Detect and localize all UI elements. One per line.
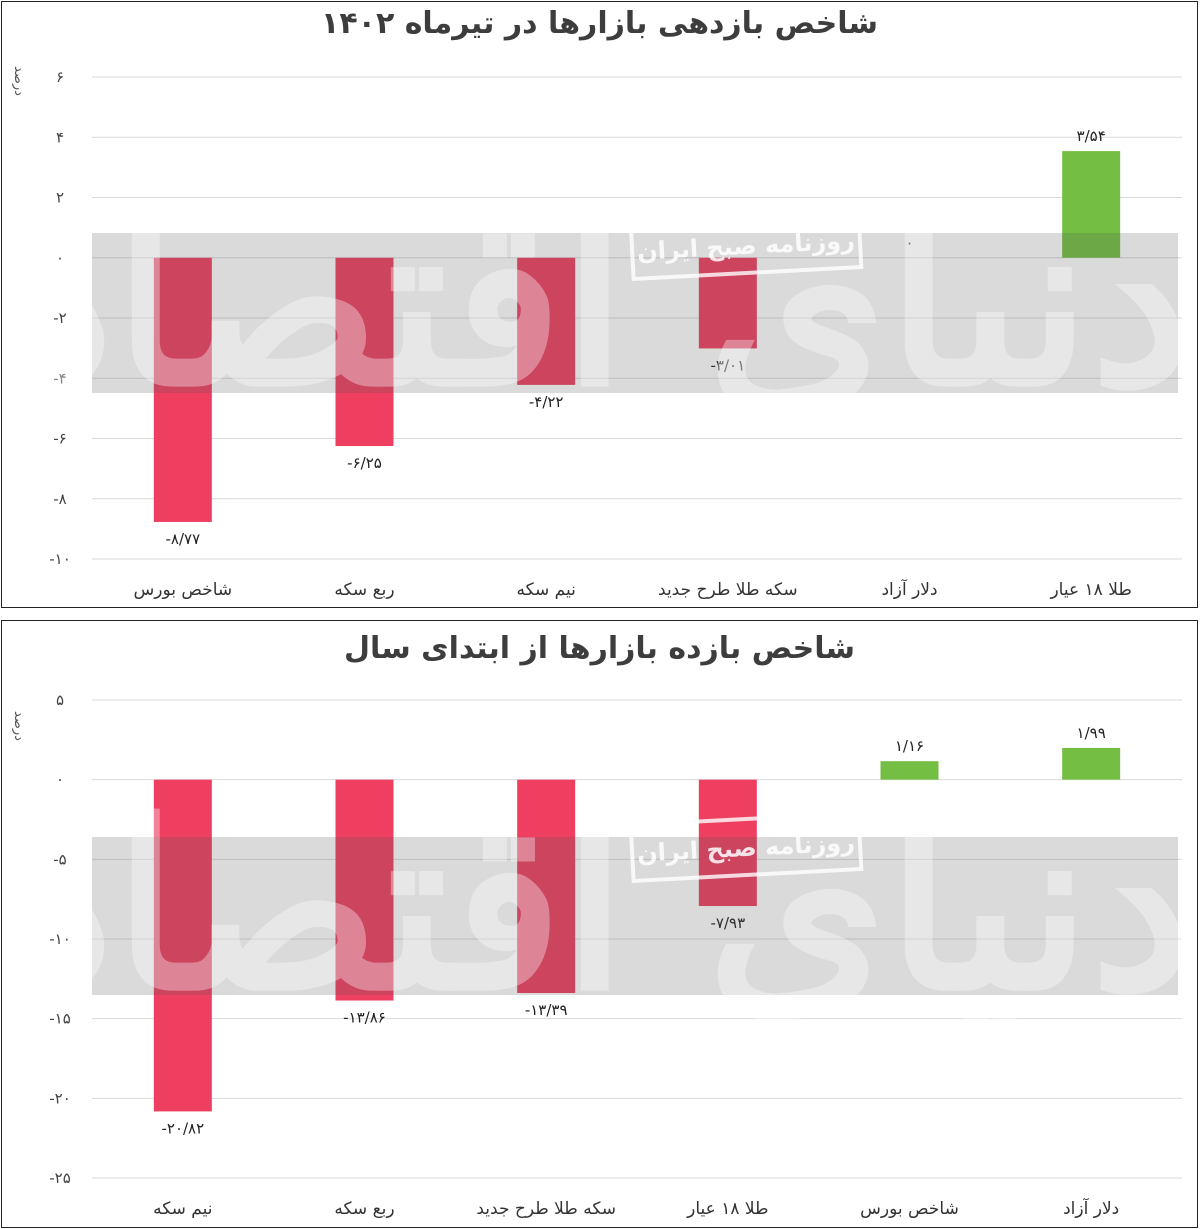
data-label: -۳/۰۱ <box>711 356 746 374</box>
category-label: دلار آزاد <box>881 578 937 600</box>
y-tick-label: ۰ <box>56 249 64 267</box>
y-tick-label: ۴ <box>56 128 64 146</box>
watermark-logo: دنیای اقتصاد <box>11 772 1192 1042</box>
chart-title: شاخص بازده بازارها از ابتدای سال <box>343 631 856 666</box>
y-tick-label: -۶ <box>53 430 66 448</box>
category-label: طلا ۱۸ عیار <box>686 1199 768 1219</box>
category-label: سکه طلا طرح جدید <box>658 580 798 600</box>
bar <box>1062 151 1121 258</box>
y-tick-label: ۵ <box>56 691 64 709</box>
y-tick-label: -۲۵ <box>49 1169 71 1187</box>
y-tick-label: -۸ <box>53 490 66 508</box>
y-tick-label: -۱۰ <box>49 930 71 948</box>
y-tick-label: ۶ <box>56 68 64 86</box>
category-label: دلار آزاد <box>1063 1197 1119 1219</box>
category-label: طلا ۱۸ عیار <box>1049 580 1131 600</box>
data-label: ۳/۵۴ <box>1077 127 1106 145</box>
data-label: -۶/۲۵ <box>347 454 382 472</box>
category-label: نیم سکه <box>153 1199 212 1219</box>
data-label: -۱۳/۸۶ <box>343 1009 386 1027</box>
category-label: ربع سکه <box>334 1199 394 1219</box>
y-tick-label: -۱۰ <box>49 550 71 568</box>
watermark-logo: دنیای اقتصاد <box>11 168 1192 438</box>
data-label: -۸/۷۷ <box>166 530 201 548</box>
chart-plot-ytd: ۵ ۰ -۵ -۱۰ -۱۵ -۲۰ -۲۵ -۲۰/۸۲ نیم سکه -۱۳/۸۶ ربع س… <box>11 691 1192 1219</box>
bar <box>335 779 394 1001</box>
y-tick-label: -۵ <box>53 850 66 868</box>
bar <box>1062 747 1121 780</box>
bar <box>153 779 212 1112</box>
data-label: -۱۳/۳۹ <box>525 1001 568 1019</box>
bar <box>153 257 212 522</box>
y-tick-label: ۲ <box>56 189 64 207</box>
y-tick-label: -۱۵ <box>49 1010 71 1028</box>
data-label: -۷/۹۳ <box>711 914 746 932</box>
y-tick-label: -۲ <box>53 309 66 327</box>
bar <box>335 257 394 447</box>
chart-title: شاخص بازدهی بازارها در تیرماه ۱۴۰۲ <box>321 6 878 41</box>
bar <box>698 779 757 907</box>
data-label: ۱/۱۶ <box>895 737 924 755</box>
data-label: ۱/۹۹ <box>1077 724 1106 742</box>
bar <box>880 761 939 780</box>
y-tick-label: -۴ <box>53 369 66 387</box>
category-label: ربع سکه <box>334 580 394 600</box>
chart-panel-monthly: شاخص بازدهی بازارها در تیرماه ۱۴۰۲ درصد … <box>1 1 1198 608</box>
data-label: ۰ <box>905 234 913 252</box>
category-label: سکه طلا طرح جدید <box>476 1199 616 1219</box>
chart-plot-monthly: ۶ ۴ ۲ ۰ -۲ -۴ -۶ -۸ -۱۰ -۸/۷۷ شاخص بورس -۶/۲۵ ربع سک… <box>11 68 1192 600</box>
category-label: شاخص بورس <box>134 580 233 600</box>
y-tick-label: -۲۰ <box>49 1089 71 1107</box>
bar <box>517 257 576 385</box>
y-tick-label: ۰ <box>56 771 64 789</box>
watermark-band <box>92 837 1178 995</box>
data-label: -۴/۲۲ <box>529 393 564 411</box>
category-label: شاخص بورس <box>860 1199 959 1219</box>
category-label: نیم سکه <box>517 580 576 600</box>
data-label: -۲۰/۸۲ <box>161 1119 204 1137</box>
bar <box>517 779 576 994</box>
watermark-band <box>92 233 1178 393</box>
